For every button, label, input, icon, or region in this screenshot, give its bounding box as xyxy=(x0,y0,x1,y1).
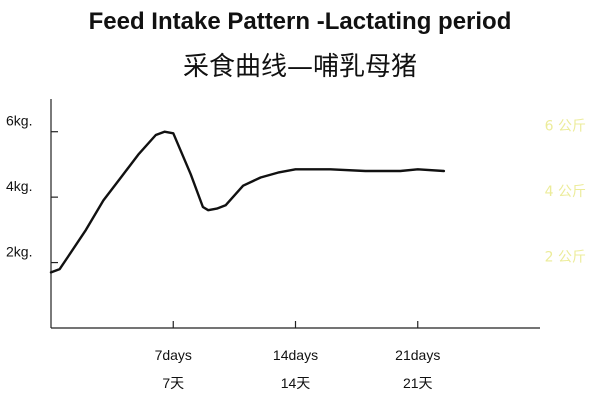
right-labels: 2 公斤 4 公斤 6 公斤 xyxy=(545,119,586,266)
x-tick-label-cn: 7天 xyxy=(162,375,184,391)
y-tick-label-cn: 2 公斤 xyxy=(545,250,586,266)
y-tick-label-cn: 4 公斤 xyxy=(545,184,586,200)
x-ticks: 7days 7天 14days 14天 21days 21天 xyxy=(155,321,440,391)
y-tick-label: 4kg. xyxy=(6,178,32,194)
chart-title: Feed Intake Pattern -Lactating period xyxy=(88,8,512,35)
y-tick-label: 6kg. xyxy=(6,113,32,129)
x-tick-label: 7days xyxy=(155,347,192,363)
x-tick-label: 21days xyxy=(395,347,440,363)
x-tick-label-cn: 21天 xyxy=(403,375,433,391)
x-tick-label: 14days xyxy=(273,347,318,363)
y-tick-label-cn: 6 公斤 xyxy=(545,119,586,135)
chart-subtitle: 采食曲线—哺乳母猪 xyxy=(182,52,417,82)
y-ticks: 2kg. 4kg. 6kg. xyxy=(6,113,58,264)
feed-intake-line xyxy=(49,130,446,274)
y-tick-label: 2kg. xyxy=(6,244,32,260)
x-tick-label-cn: 14天 xyxy=(281,375,311,391)
